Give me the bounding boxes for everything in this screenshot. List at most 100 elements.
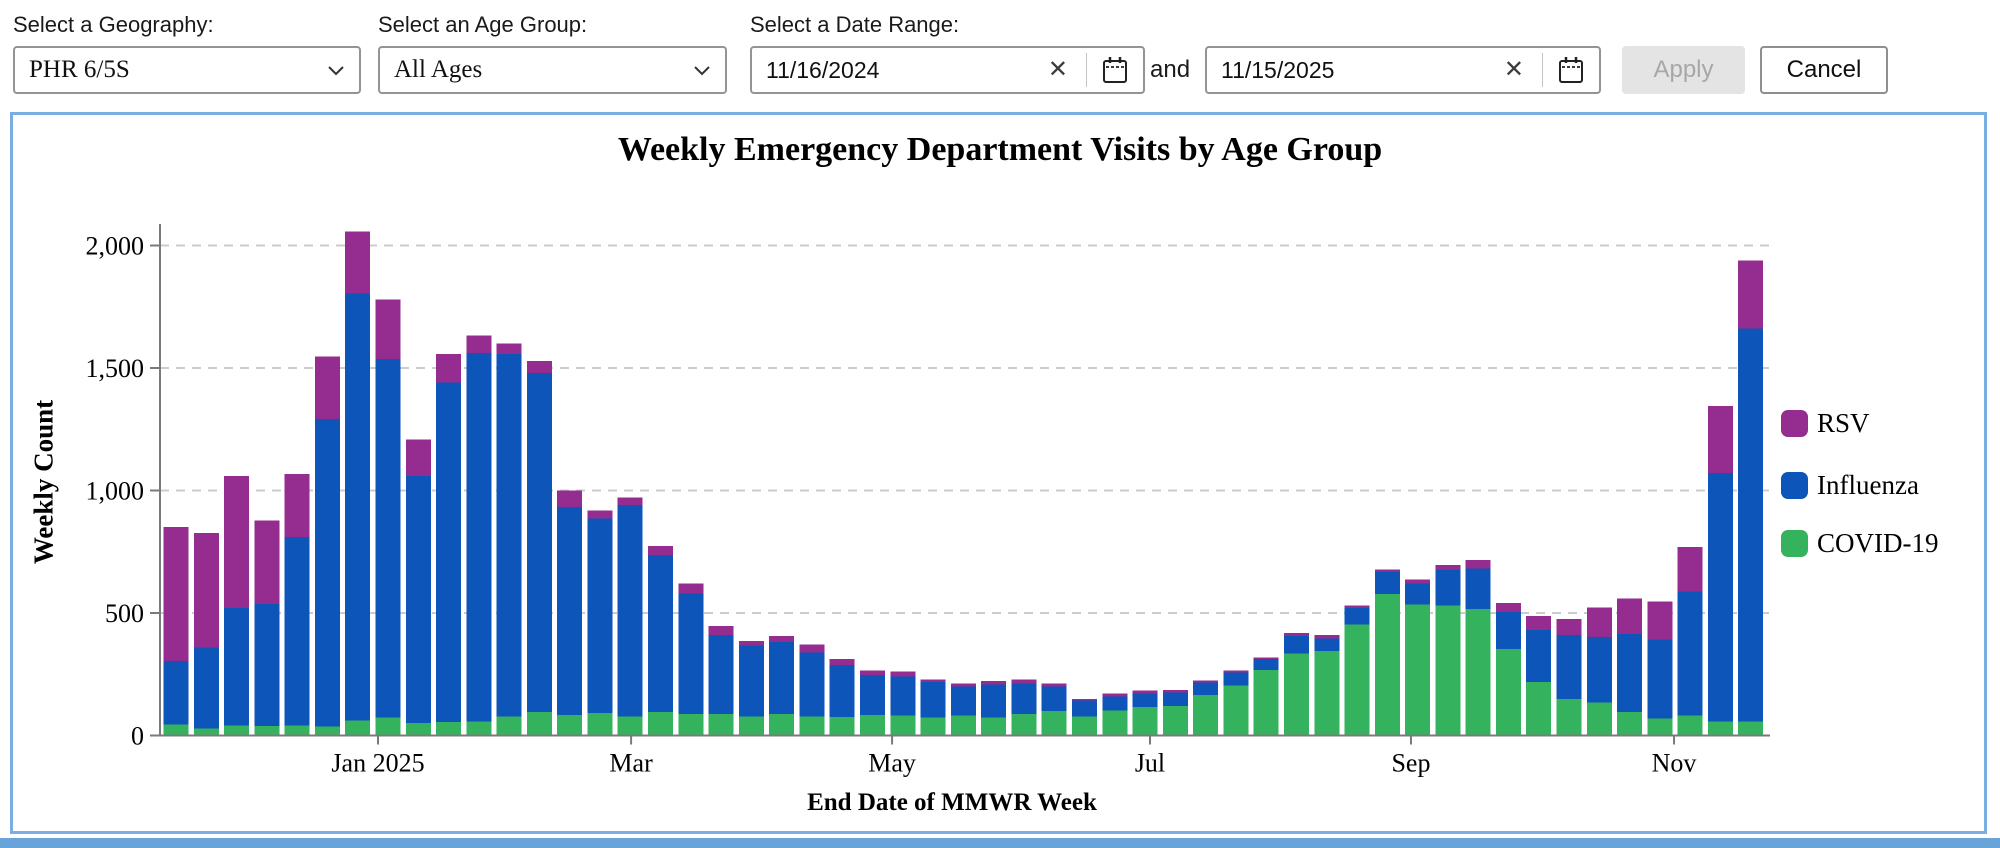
- bar-segment-influenza[interactable]: [799, 652, 825, 717]
- bar-segment-influenza[interactable]: [920, 682, 946, 718]
- bar-segment-rsv[interactable]: [163, 527, 189, 661]
- bar-week-05/03/2025[interactable]: [890, 671, 916, 736]
- bar-segment-covid-19[interactable]: [1072, 716, 1097, 736]
- bar-segment-covid-19[interactable]: [284, 725, 310, 736]
- bar-segment-covid-19[interactable]: [466, 721, 492, 736]
- bar-week-04/12/2025[interactable]: [799, 644, 825, 736]
- bar-segment-rsv[interactable]: [1556, 618, 1582, 635]
- bar-segment-rsv[interactable]: [1707, 406, 1733, 474]
- bar-segment-rsv[interactable]: [193, 532, 219, 648]
- legend-item-covid[interactable]: COVID-19: [1781, 528, 1939, 559]
- bar-segment-covid-19[interactable]: [345, 720, 371, 736]
- bar-segment-influenza[interactable]: [890, 676, 916, 716]
- bar-segment-influenza[interactable]: [1405, 583, 1431, 605]
- bar-segment-influenza[interactable]: [981, 684, 1007, 718]
- bar-segment-influenza[interactable]: [224, 608, 250, 726]
- bar-segment-covid-19[interactable]: [1738, 721, 1764, 736]
- bar-segment-rsv[interactable]: [1586, 607, 1612, 637]
- bar-segment-covid-19[interactable]: [1677, 715, 1703, 736]
- bar-week-07/12/2025[interactable]: [1193, 680, 1219, 736]
- date-end-input[interactable]: 11/15/2025 ✕: [1205, 46, 1601, 94]
- bar-segment-influenza[interactable]: [436, 382, 461, 723]
- bar-segment-covid-19[interactable]: [1556, 699, 1582, 736]
- bar-week-02/01/2025[interactable]: [496, 343, 522, 736]
- bar-week-06/07/2025[interactable]: [1041, 683, 1067, 736]
- bar-segment-influenza[interactable]: [1677, 591, 1703, 716]
- bar-segment-covid-19[interactable]: [1586, 702, 1612, 736]
- clear-icon[interactable]: ✕: [1047, 56, 1068, 83]
- bar-week-02/15/2025[interactable]: [557, 490, 583, 736]
- bar-week-05/10/2025[interactable]: [920, 679, 946, 736]
- bar-week-10/04/2025[interactable]: [1556, 618, 1582, 736]
- bar-week-03/01/2025[interactable]: [617, 497, 643, 736]
- bar-segment-covid-19[interactable]: [224, 725, 250, 736]
- bar-segment-influenza[interactable]: [708, 634, 734, 715]
- bar-week-09/06/2025[interactable]: [1435, 565, 1461, 736]
- bar-segment-influenza[interactable]: [829, 665, 855, 718]
- bar-week-02/08/2025[interactable]: [526, 361, 552, 736]
- bar-segment-influenza[interactable]: [345, 293, 371, 721]
- bar-week-06/14/2025[interactable]: [1072, 699, 1097, 736]
- bar-segment-rsv[interactable]: [1162, 690, 1188, 693]
- bar-week-04/19/2025[interactable]: [829, 658, 855, 736]
- bar-segment-influenza[interactable]: [1647, 639, 1673, 719]
- bar-week-10/11/2025[interactable]: [1586, 607, 1612, 736]
- bar-week-08/30/2025[interactable]: [1405, 579, 1431, 736]
- bar-week-03/22/2025[interactable]: [708, 626, 734, 736]
- bar-segment-covid-19[interactable]: [496, 716, 522, 736]
- bar-segment-influenza[interactable]: [1102, 696, 1128, 711]
- bar-week-11/23/2024[interactable]: [193, 532, 219, 736]
- bar-segment-influenza[interactable]: [738, 645, 764, 717]
- bar-segment-rsv[interactable]: [738, 640, 764, 646]
- bar-segment-rsv[interactable]: [1677, 547, 1703, 592]
- bar-segment-influenza[interactable]: [1314, 638, 1340, 652]
- bar-segment-covid-19[interactable]: [1132, 707, 1158, 736]
- bar-segment-influenza[interactable]: [1556, 634, 1582, 699]
- bar-week-06/28/2025[interactable]: [1132, 690, 1158, 736]
- bar-segment-covid-19[interactable]: [1344, 624, 1370, 736]
- bar-segment-rsv[interactable]: [829, 658, 855, 666]
- bar-segment-influenza[interactable]: [1284, 636, 1309, 654]
- bar-segment-rsv[interactable]: [1314, 634, 1340, 639]
- bar-segment-rsv[interactable]: [1435, 565, 1461, 570]
- bar-segment-covid-19[interactable]: [1465, 608, 1491, 736]
- bar-segment-rsv[interactable]: [1041, 683, 1067, 687]
- bar-segment-covid-19[interactable]: [1435, 605, 1461, 736]
- bar-segment-rsv[interactable]: [1011, 679, 1037, 684]
- bar-segment-influenza[interactable]: [617, 505, 643, 717]
- horizontal-scrollbar[interactable]: [0, 838, 2000, 848]
- bar-segment-influenza[interactable]: [526, 372, 552, 712]
- bar-segment-influenza[interactable]: [466, 352, 492, 722]
- bar-week-01/11/2025[interactable]: [405, 439, 431, 736]
- bar-segment-covid-19[interactable]: [163, 724, 189, 736]
- bar-segment-covid-19[interactable]: [920, 717, 946, 736]
- bar-segment-covid-19[interactable]: [254, 726, 280, 736]
- bar-segment-rsv[interactable]: [526, 361, 552, 373]
- bar-week-11/15/2025[interactable]: [1738, 260, 1764, 736]
- bar-segment-influenza[interactable]: [496, 354, 522, 717]
- bar-segment-covid-19[interactable]: [1253, 669, 1279, 736]
- bar-segment-influenza[interactable]: [1132, 693, 1158, 708]
- bar-week-03/08/2025[interactable]: [648, 545, 673, 736]
- bar-segment-influenza[interactable]: [1041, 686, 1067, 712]
- bar-segment-influenza[interactable]: [1526, 630, 1552, 683]
- bar-segment-rsv[interactable]: [1496, 603, 1521, 612]
- bar-segment-rsv[interactable]: [1526, 615, 1552, 631]
- bar-segment-covid-19[interactable]: [860, 714, 885, 736]
- date-start-input[interactable]: 11/16/2024 ✕: [750, 46, 1145, 94]
- bar-segment-influenza[interactable]: [1344, 608, 1370, 625]
- bar-segment-covid-19[interactable]: [314, 726, 340, 736]
- bar-segment-covid-19[interactable]: [950, 715, 976, 736]
- bar-week-11/08/2025[interactable]: [1707, 406, 1733, 736]
- bar-week-11/16/2024[interactable]: [163, 527, 189, 736]
- bar-segment-covid-19[interactable]: [1284, 653, 1309, 736]
- bar-segment-covid-19[interactable]: [526, 712, 552, 736]
- bar-segment-influenza[interactable]: [769, 641, 795, 715]
- bar-segment-rsv[interactable]: [890, 671, 916, 677]
- bar-segment-rsv[interactable]: [405, 439, 431, 476]
- bar-segment-covid-19[interactable]: [769, 714, 795, 736]
- bar-segment-covid-19[interactable]: [1193, 695, 1219, 736]
- bar-segment-influenza[interactable]: [678, 593, 704, 715]
- bar-segment-influenza[interactable]: [1193, 682, 1219, 695]
- bar-week-11/01/2025[interactable]: [1677, 547, 1703, 736]
